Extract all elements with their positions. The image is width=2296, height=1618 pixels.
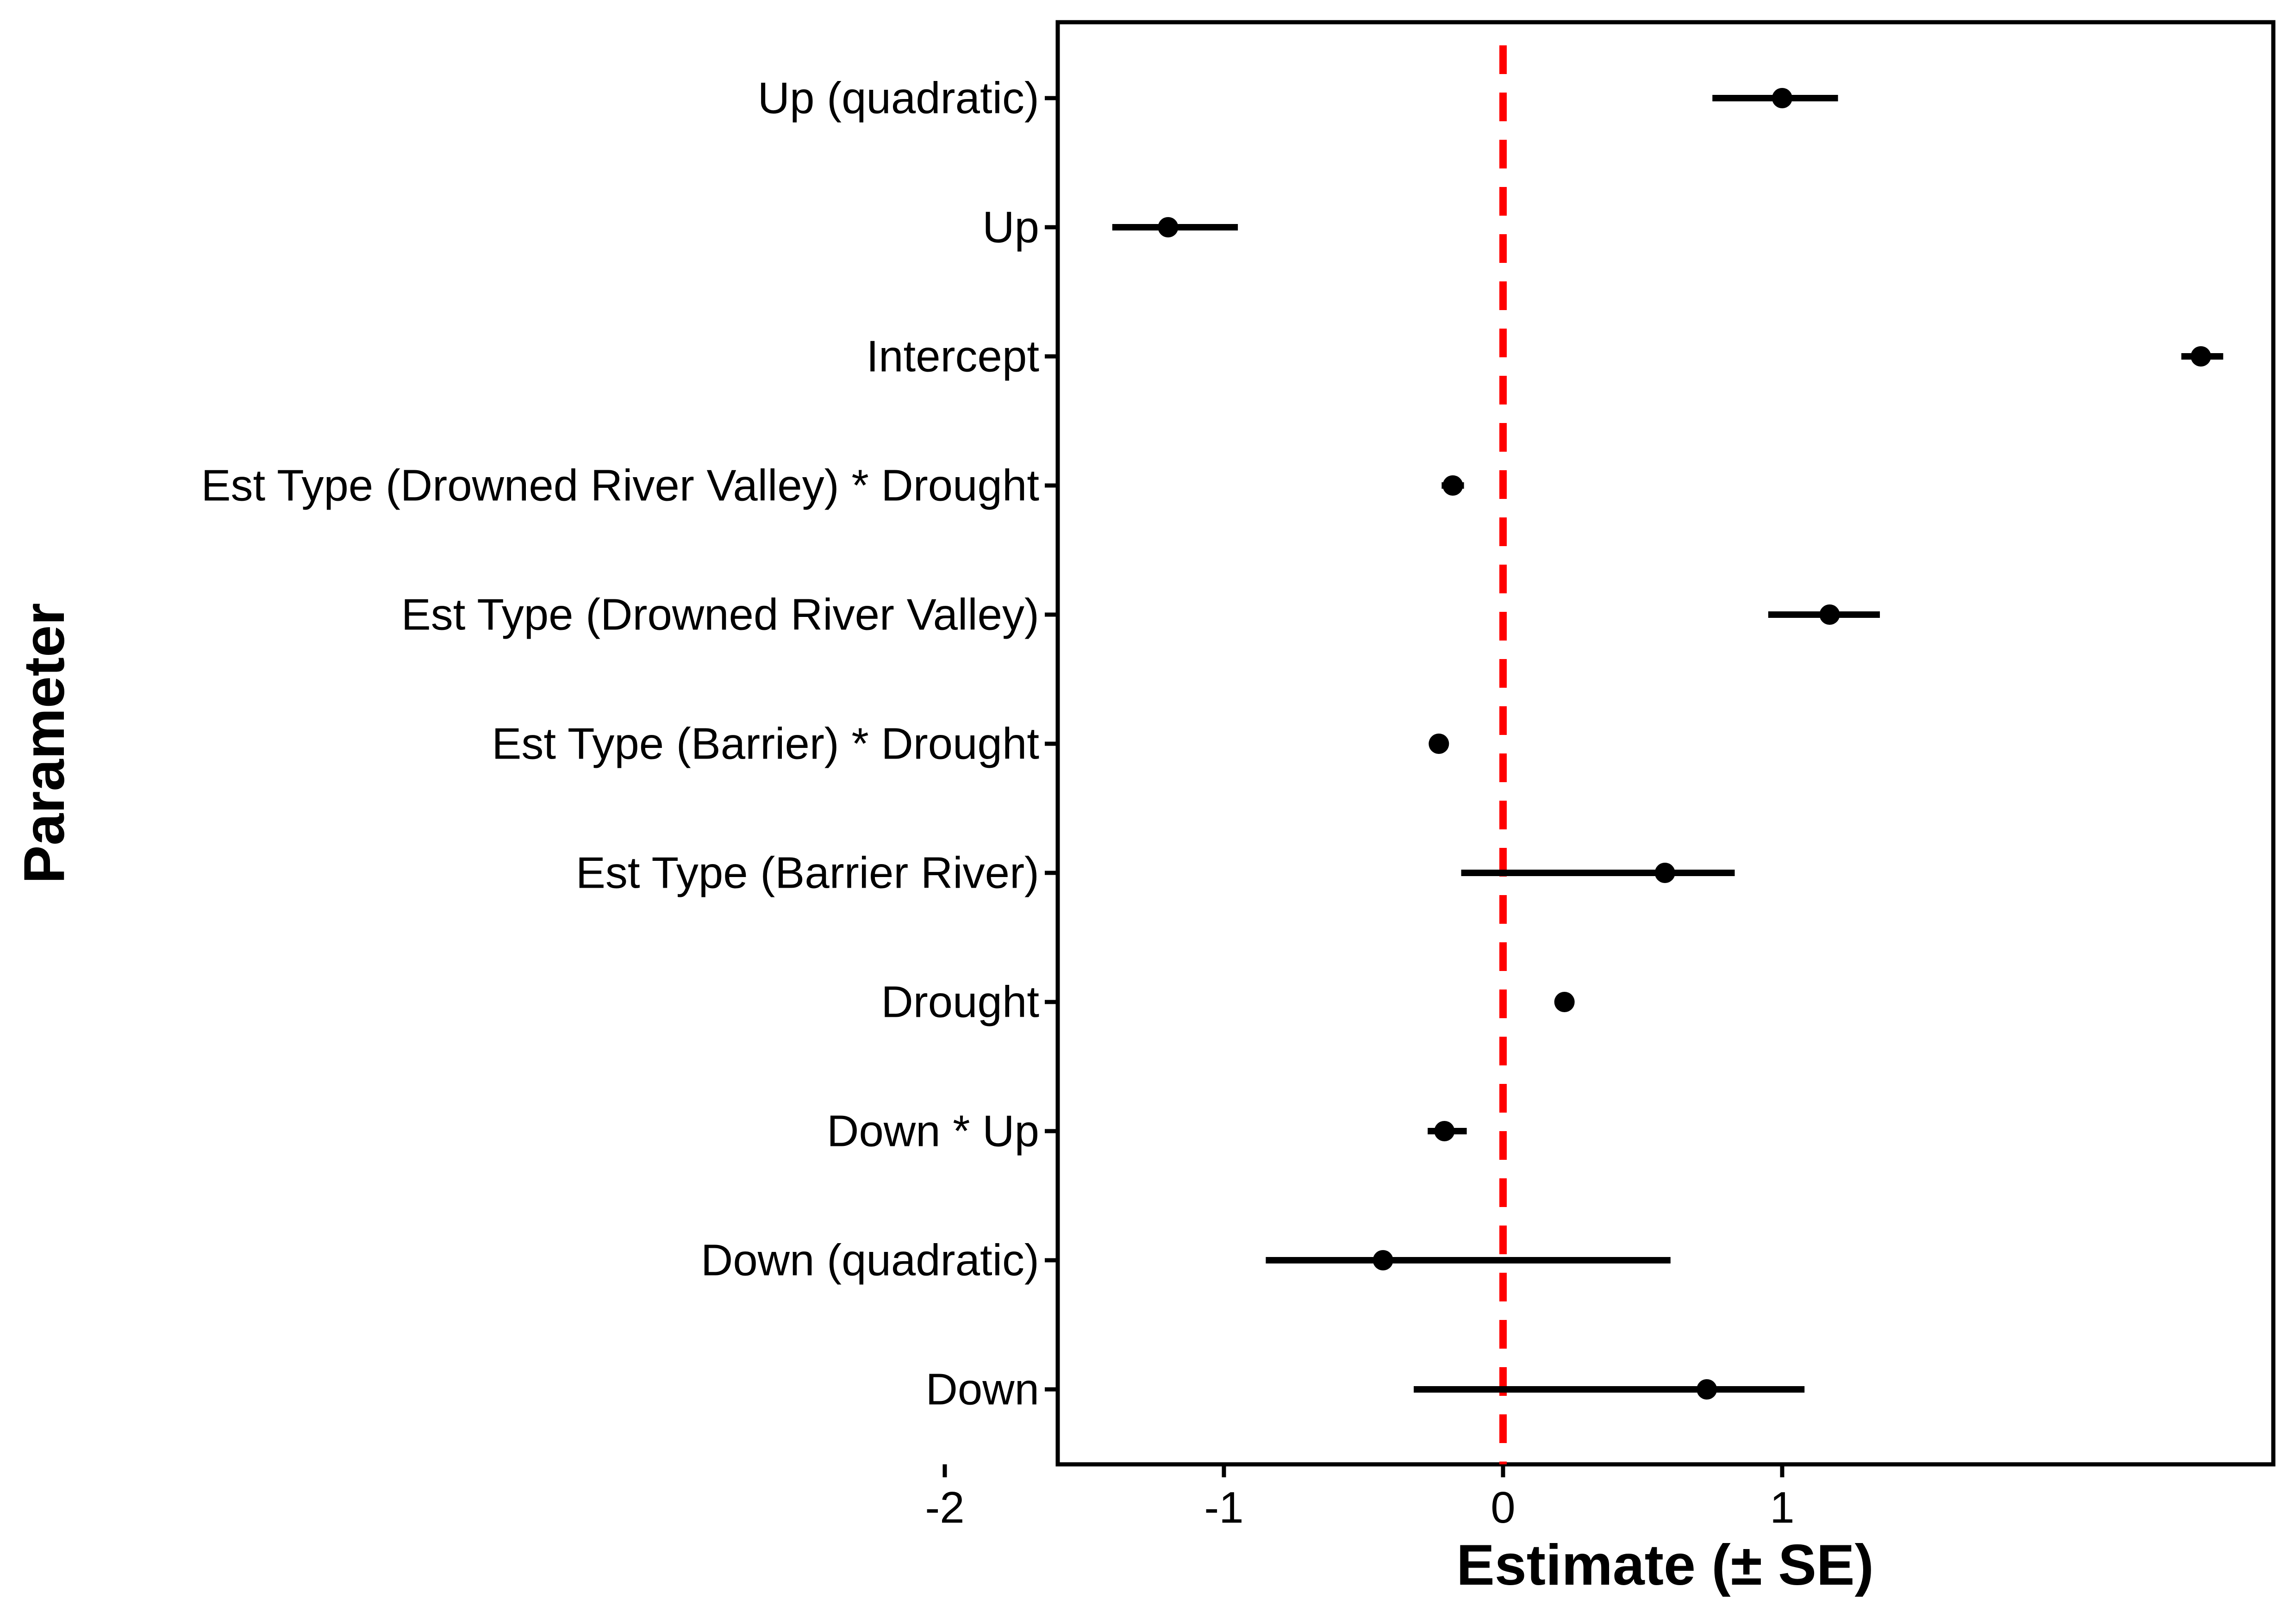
y-tick-label: Down (quadratic): [701, 1236, 1039, 1285]
estimate-point: [1654, 863, 1675, 883]
estimate-point: [1819, 604, 1840, 625]
x-tick-label: 0: [1491, 1483, 1515, 1532]
estimate-point: [2190, 346, 2211, 367]
x-tick-label: -2: [925, 1483, 964, 1532]
y-tick-label: Down: [926, 1365, 1039, 1414]
panel-border: [1055, 20, 2276, 1467]
y-tick-label: Est Type (Drowned River Valley) * Drough…: [201, 461, 1040, 510]
y-axis-ticks: Down Down (quadratic) Down * Up Drought Est…: [201, 74, 1058, 1414]
estimate-point: [1373, 1250, 1393, 1270]
y-axis-title: Parameter: [12, 603, 76, 884]
x-axis-ticks: -2 -1 0 1: [925, 1464, 1795, 1532]
y-tick-label: Est Type (Barrier) * Drought: [492, 719, 1039, 769]
y-tick-label: Up: [982, 203, 1039, 252]
estimate-point: [1772, 88, 1792, 108]
y-tick-label: Intercept: [866, 332, 1039, 381]
y-tick-label: Drought: [881, 977, 1039, 1027]
estimate-point: [1442, 475, 1463, 496]
estimate-point: [1429, 734, 1449, 754]
x-axis-title: Estimate (± SE): [1456, 1533, 1874, 1597]
y-tick-label: Est Type (Drowned River Valley): [401, 590, 1039, 640]
estimate-point: [1434, 1121, 1455, 1141]
x-tick-label: 1: [1770, 1483, 1794, 1532]
estimate-marks: [1112, 88, 2223, 1400]
y-tick-label: Down * Up: [827, 1107, 1039, 1156]
estimate-point: [1554, 992, 1575, 1012]
estimate-point: [1697, 1379, 1717, 1400]
y-tick-label: Up (quadratic): [758, 74, 1039, 123]
estimate-point: [1158, 217, 1179, 237]
y-tick-label: Est Type (Barrier River): [576, 848, 1039, 898]
x-tick-label: -1: [1204, 1483, 1243, 1532]
